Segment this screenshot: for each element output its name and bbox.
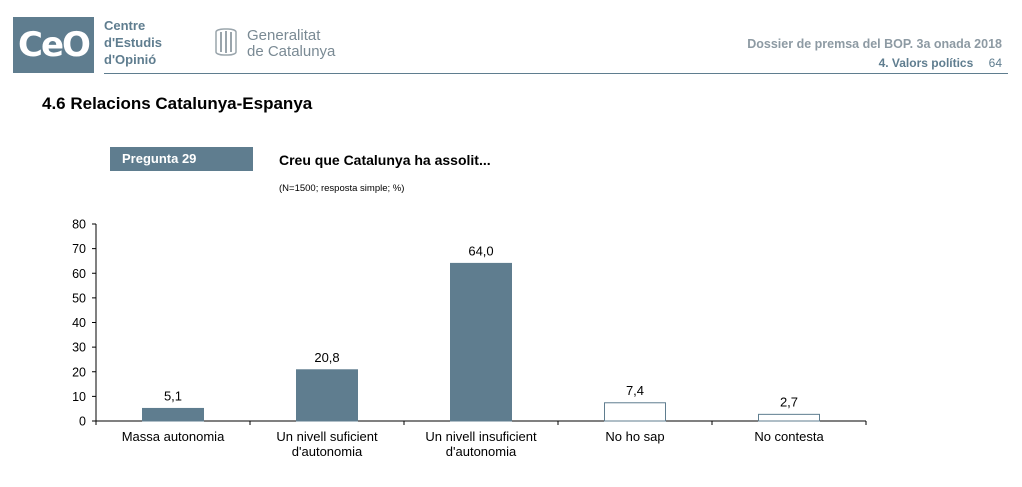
generalitat-name: Generalitat de Catalunya [247, 28, 335, 60]
y-tick-label: 30 [72, 341, 86, 355]
x-tick-label: No ho sap [605, 429, 664, 444]
y-tick-label: 20 [72, 365, 86, 379]
generalitat-emblem-icon [215, 28, 237, 56]
x-tick-label: No contesta [754, 429, 824, 444]
bar [450, 262, 512, 422]
x-tick-label: Un nivell suficient [276, 429, 378, 444]
y-tick-label: 50 [72, 291, 86, 305]
ceo-org-line: d'Estudis [104, 35, 162, 50]
generalitat-line: de Catalunya [247, 43, 336, 60]
bar [142, 407, 204, 422]
dossier-title: Dossier de premsa del BOP. 3a onada 2018 [747, 37, 1002, 51]
bar [758, 413, 820, 422]
data-label: 2,7 [780, 394, 798, 409]
ceo-org-name: Centre d'Estudis d'Opinió [104, 17, 162, 68]
question-note: (N=1500; resposta simple; %) [279, 183, 405, 194]
header-divider [104, 73, 1008, 74]
page-number: 64 [988, 56, 1002, 70]
section-name: 4. Valors polítics [878, 56, 974, 70]
y-tick-label: 80 [72, 218, 86, 232]
question-text: Creu que Catalunya ha assolit... [279, 152, 491, 168]
y-tick-label: 0 [79, 415, 86, 429]
bar [604, 402, 666, 422]
x-tick-label: Massa autonomia [122, 429, 225, 444]
ceo-org-line: Centre [104, 18, 146, 33]
x-tick-label: d'autonomia [292, 444, 363, 459]
y-tick-label: 70 [72, 242, 86, 256]
page-title: 4.6 Relacions Catalunya-Espanya [42, 94, 313, 113]
question-badge: Pregunta 29 [110, 147, 253, 171]
data-label: 20,8 [314, 350, 339, 365]
x-tick-label: d'autonomia [446, 444, 517, 459]
ceo-logo: CeO [13, 17, 94, 73]
bar [296, 369, 358, 422]
y-tick-label: 10 [72, 390, 86, 404]
generalitat-line: Generalitat [247, 27, 321, 44]
page-header: CeO Centre d'Estudis d'Opinió Generalita… [0, 0, 1022, 76]
data-label: 7,4 [626, 383, 644, 398]
ceo-org-line: d'Opinió [104, 52, 157, 67]
ceo-logo-text: CeO [18, 25, 91, 65]
data-label: 64,0 [468, 243, 493, 258]
y-tick-label: 40 [72, 316, 86, 330]
x-tick-label: Un nivell insuficient [425, 429, 537, 444]
section-reference: 4. Valors polítics 64 [879, 56, 1002, 70]
data-label: 5,1 [164, 388, 182, 403]
y-tick-label: 60 [72, 267, 86, 281]
